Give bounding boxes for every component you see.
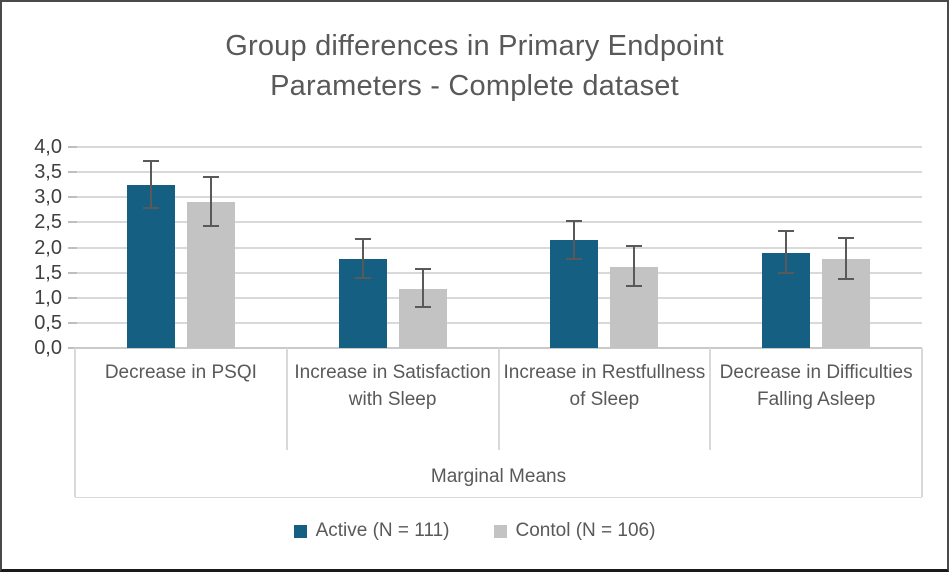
y-axis-tick-label: 1,5	[34, 261, 62, 284]
gridline	[72, 146, 922, 148]
y-axis-tick	[68, 271, 77, 274]
legend-item-control: Contol (N = 106)	[493, 520, 656, 542]
y-axis-tick	[68, 196, 77, 199]
y-axis-tick-label: 2,5	[34, 211, 62, 234]
axis-title-marginal-means: Marginal Means	[430, 466, 567, 487]
error-bar-cap-bottom	[626, 284, 643, 287]
error-bar-line	[573, 221, 576, 259]
legend-label: Contol (N = 106)	[515, 520, 656, 541]
category-label: Increase in Restfullness of Sleep	[503, 362, 706, 410]
y-axis-tick-label: 0,0	[34, 337, 62, 359]
y-axis-tick	[68, 321, 77, 324]
table-bottom-border	[75, 497, 922, 498]
error-bar-cap-bottom	[354, 276, 371, 279]
y-axis-tick	[68, 146, 77, 148]
error-bar-cap-bottom	[202, 225, 219, 228]
bar-active	[126, 185, 175, 348]
chart-title-line-1: Group differences in Primary Endpoint	[225, 30, 724, 62]
error-bar-line	[785, 231, 788, 273]
error-bar-line	[633, 246, 636, 286]
category-divider	[285, 348, 288, 450]
category-divider	[921, 348, 923, 497]
error-bar-cap-bottom	[838, 277, 855, 280]
y-axis-tick-label: 3,0	[34, 186, 62, 209]
y-axis-tick	[68, 347, 77, 349]
error-bar-cap-bottom	[566, 257, 583, 260]
error-bar-line	[149, 161, 152, 209]
y-axis-tick-label: 0,5	[34, 311, 62, 334]
legend-label: Active (N = 111)	[315, 520, 450, 541]
chart-title: Group differences in Primary Endpoint Pa…	[2, 26, 947, 106]
category-label: Decrease in Difficulties Falling Asleep	[719, 362, 913, 410]
error-bar-line	[845, 238, 848, 279]
error-bar-line	[209, 177, 212, 227]
category-divider	[497, 348, 500, 450]
gridline	[72, 271, 922, 274]
error-bar-cap-top	[566, 220, 583, 223]
gridline	[72, 171, 922, 174]
gridline	[72, 321, 922, 324]
error-bar-cap-top	[142, 160, 159, 163]
error-bar-cap-top	[414, 268, 431, 271]
error-bar-line	[421, 269, 424, 307]
category-divider	[709, 348, 712, 450]
y-axis-tick-label: 3,5	[34, 161, 62, 184]
y-axis-tick	[68, 246, 77, 249]
y-axis-tick-label: 2,0	[34, 236, 62, 259]
y-axis-tick	[68, 296, 77, 299]
error-bar-cap-top	[778, 230, 795, 233]
category-divider	[74, 348, 76, 497]
y-axis-tick-label: 1,0	[34, 286, 62, 309]
gridline	[72, 246, 922, 249]
y-axis-tick	[68, 171, 77, 174]
legend-swatch-icon	[293, 524, 307, 538]
error-bar-cap-top	[354, 237, 371, 240]
error-bar-cap-bottom	[142, 207, 159, 210]
error-bar-cap-bottom	[778, 271, 795, 274]
gridline	[72, 196, 922, 199]
chart-title-line-2: Parameters - Complete dataset	[270, 70, 679, 102]
legend: Active (N = 111) Contol (N = 106)	[2, 516, 947, 546]
category-label: Increase in Satisfaction with Sleep	[294, 362, 491, 410]
gridline	[72, 296, 922, 299]
error-bar-cap-top	[626, 245, 643, 248]
category-label: Decrease in PSQI	[104, 362, 257, 383]
y-axis-tick-label: 4,0	[34, 136, 62, 158]
legend-swatch-icon	[493, 524, 507, 538]
legend-item-active: Active (N = 111)	[293, 520, 450, 542]
gridline	[72, 221, 922, 224]
error-bar-cap-bottom	[414, 305, 431, 308]
error-bar-cap-top	[202, 176, 219, 179]
error-bar-line	[361, 238, 364, 278]
y-axis-tick	[68, 221, 77, 224]
error-bar-cap-top	[838, 237, 855, 240]
